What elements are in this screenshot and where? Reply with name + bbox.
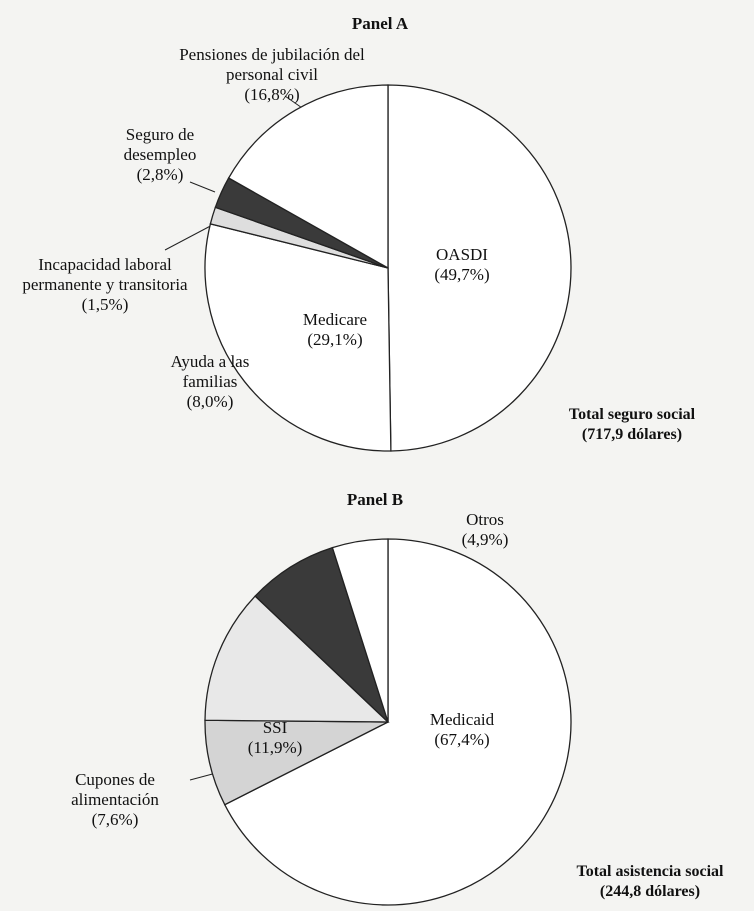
- total-note-text: (717,9 dólares): [581, 426, 683, 443]
- slice-label-text: Incapacidad laboral permanente y transit…: [22, 255, 188, 294]
- slice-label-text: Cupones de alimentación: [71, 770, 159, 809]
- slice-label: OASDI (49,7%): [417, 245, 507, 285]
- slice-label-text: (1,5%): [81, 295, 129, 314]
- slice-label: Medicare (29,1%): [280, 310, 390, 350]
- slice-label: Cupones de alimentación (7,6%): [30, 770, 200, 830]
- total-note-text: (244,8 dólares): [599, 883, 701, 900]
- slice-label-text: (8,0%): [186, 392, 234, 411]
- pie-slice: [331, 538, 389, 723]
- slice-label: Otros (4,9%): [445, 510, 525, 550]
- pie-slice: [204, 595, 390, 723]
- chart-title-text: Panel B: [346, 490, 404, 509]
- slice-label: Ayuda a las familias (8,0%): [150, 352, 270, 412]
- pie-slice: [227, 84, 389, 270]
- pie-slice: [204, 223, 392, 452]
- slice-label-text: Seguro de desempleo: [123, 125, 197, 164]
- chart-title: Panel B: [347, 490, 403, 510]
- slice-label-text: (11,9%): [247, 738, 303, 757]
- slice-label-text: Medicare: [302, 310, 368, 329]
- pie-slice: [254, 546, 389, 723]
- slice-label-text: (16,8%): [244, 85, 300, 104]
- slice-label-text: Ayuda a las familias: [170, 352, 250, 391]
- slice-label-text: (2,8%): [136, 165, 184, 184]
- slice-label-text: Pensiones de jubilación del personal civ…: [179, 45, 365, 84]
- slice-label-text: SSI: [262, 718, 288, 737]
- total-note-text: Total seguro social: [568, 406, 696, 423]
- slice-label-text: (29,1%): [307, 330, 363, 349]
- slice-label: Seguro de desempleo (2,8%): [100, 125, 220, 185]
- slice-label-text: (49,7%): [434, 265, 490, 284]
- slice-label: Medicaid (67,4%): [412, 710, 512, 750]
- slice-label-text: (67,4%): [434, 730, 490, 749]
- total-note: Total asistencia social (244,8 dólares): [540, 862, 754, 902]
- slice-label-text: (4,9%): [461, 530, 509, 549]
- chart-title-text: Panel A: [351, 14, 409, 33]
- pie-slice: [223, 538, 572, 906]
- slice-label: SSI (11,9%): [235, 718, 315, 758]
- leader-line: [189, 181, 216, 193]
- slice-label: Pensiones de jubilación del personal civ…: [177, 45, 367, 105]
- slice-label-text: Otros: [466, 510, 504, 529]
- pie-slice: [387, 84, 572, 452]
- slice-label: Incapacidad laboral permanente y transit…: [20, 255, 190, 315]
- slice-label-text: OASDI: [436, 245, 488, 264]
- chart-title: Panel A: [352, 14, 408, 34]
- total-note: Total seguro social (717,9 dólares): [522, 405, 742, 445]
- slice-label-text: Medicaid: [429, 710, 495, 729]
- slice-label-text: (7,6%): [91, 810, 139, 829]
- total-note-text: Total asistencia social: [576, 863, 724, 880]
